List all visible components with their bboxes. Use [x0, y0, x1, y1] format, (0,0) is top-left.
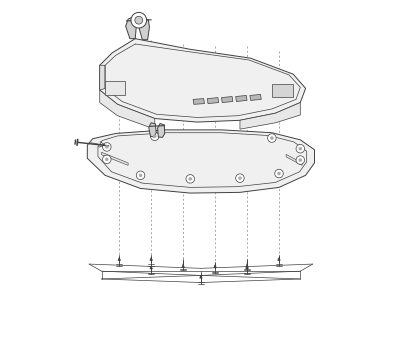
- Circle shape: [188, 177, 192, 181]
- Polygon shape: [236, 96, 247, 102]
- Circle shape: [275, 169, 283, 178]
- Polygon shape: [221, 97, 233, 103]
- Polygon shape: [158, 123, 165, 137]
- Polygon shape: [207, 98, 219, 104]
- Circle shape: [105, 145, 109, 149]
- Circle shape: [139, 173, 142, 177]
- Polygon shape: [87, 130, 314, 193]
- Circle shape: [296, 144, 305, 153]
- Polygon shape: [100, 90, 155, 129]
- Circle shape: [236, 174, 244, 183]
- Polygon shape: [139, 18, 149, 40]
- Circle shape: [131, 12, 146, 28]
- Circle shape: [103, 143, 111, 151]
- Polygon shape: [102, 152, 128, 165]
- Polygon shape: [193, 99, 204, 104]
- Circle shape: [153, 135, 156, 138]
- Polygon shape: [149, 123, 156, 137]
- Polygon shape: [100, 39, 306, 122]
- Circle shape: [186, 175, 195, 183]
- Circle shape: [270, 136, 274, 140]
- Polygon shape: [100, 65, 105, 90]
- Bar: [105, 81, 124, 96]
- Circle shape: [151, 132, 159, 140]
- Circle shape: [105, 157, 109, 161]
- Polygon shape: [126, 17, 136, 39]
- Circle shape: [238, 176, 242, 180]
- Bar: [272, 84, 293, 97]
- Circle shape: [135, 16, 143, 24]
- Circle shape: [299, 147, 302, 151]
- Polygon shape: [240, 103, 300, 129]
- Circle shape: [296, 156, 305, 164]
- Polygon shape: [250, 95, 261, 100]
- Circle shape: [267, 134, 276, 142]
- Circle shape: [103, 155, 111, 164]
- Circle shape: [299, 158, 302, 162]
- Circle shape: [277, 172, 281, 175]
- Polygon shape: [286, 154, 302, 165]
- Circle shape: [136, 171, 145, 180]
